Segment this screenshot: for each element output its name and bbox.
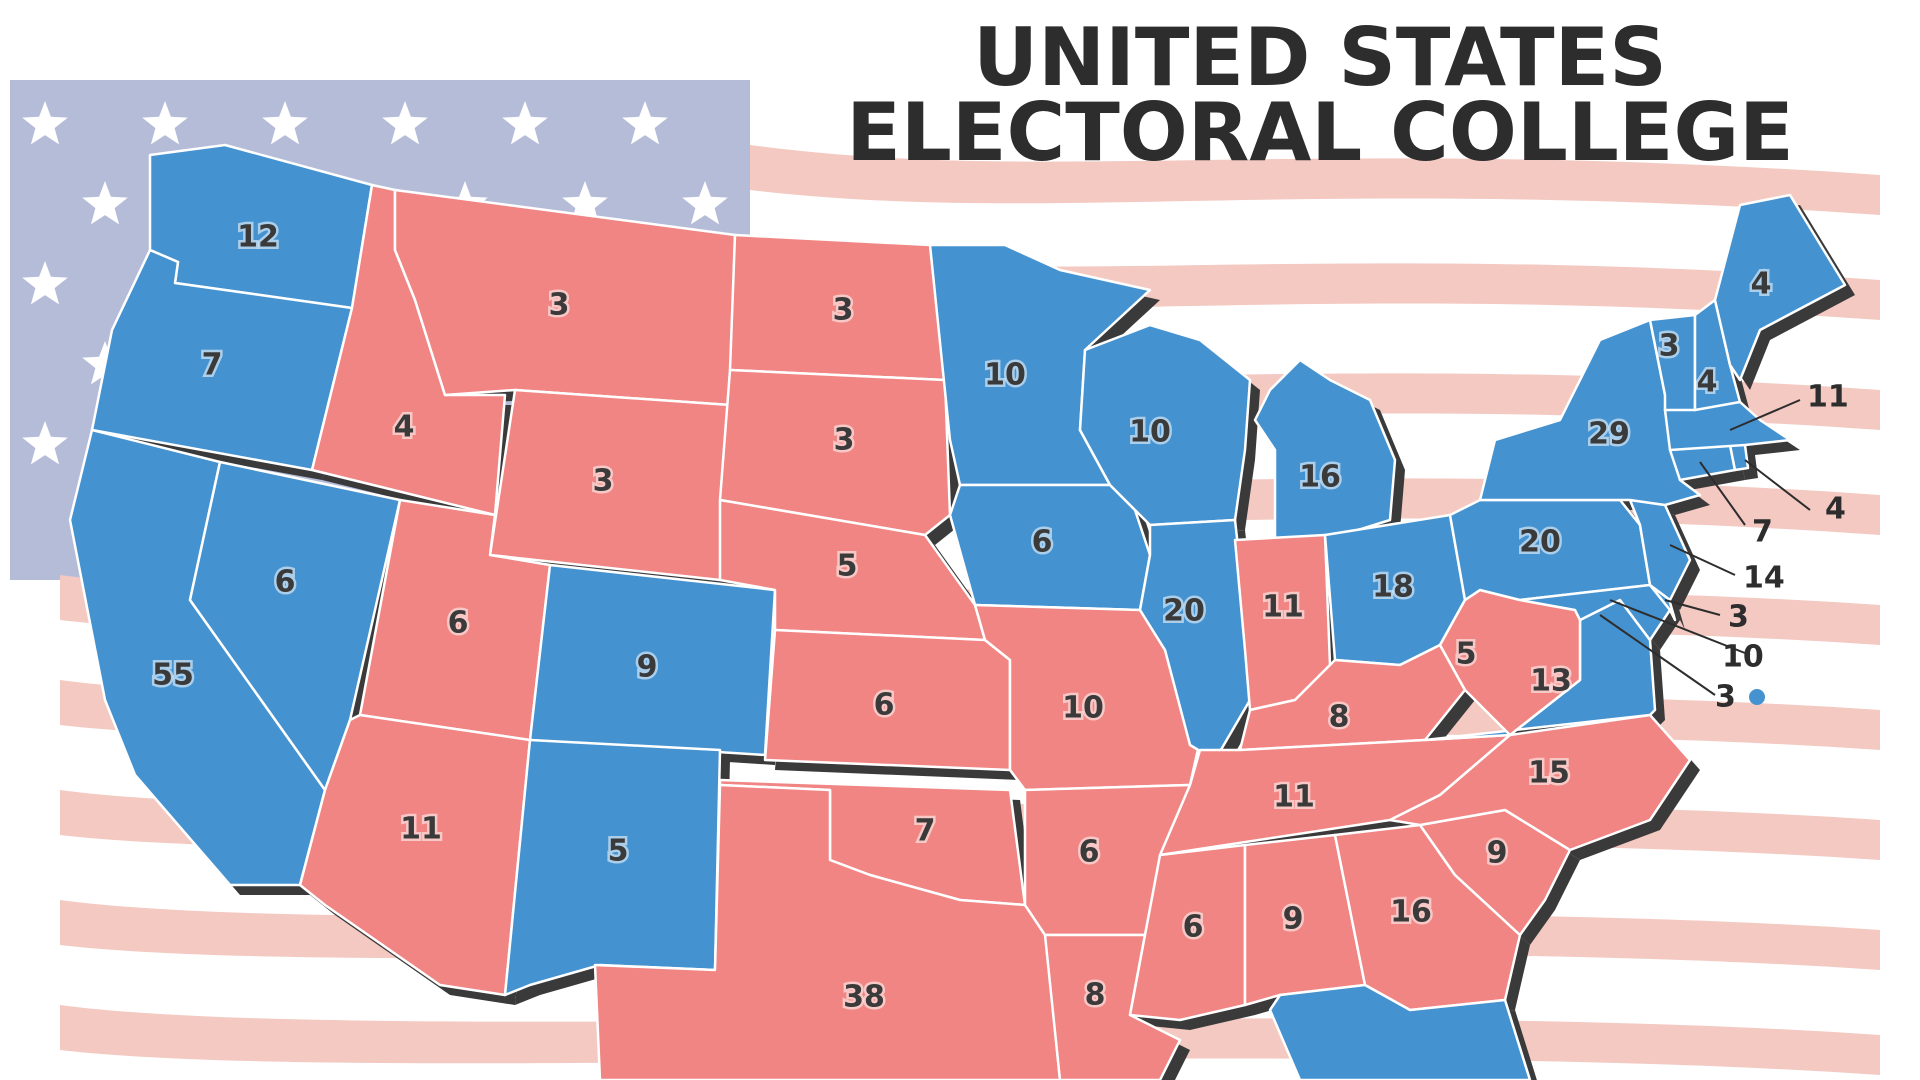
votes-label-VA: 13: [1530, 664, 1572, 699]
votes-label-SD: 3: [834, 423, 855, 458]
flag-star: [382, 101, 428, 145]
votes-label-KY: 8: [1329, 700, 1350, 735]
flag-star: [682, 181, 728, 225]
votes-label-ME: 4: [1751, 267, 1772, 302]
votes-label-MT: 3: [549, 288, 570, 323]
votes-label-TN: 11: [1273, 780, 1315, 815]
votes-label-CA: 55: [152, 658, 194, 693]
votes-label-PA: 20: [1519, 525, 1561, 560]
state-VT: [1648, 313, 1697, 412]
leader-line-MD: [1609, 599, 1751, 656]
callout-lines: [1599, 399, 1811, 696]
callout-label-MA: 11: [1807, 380, 1849, 415]
votes-label-OH: 18: [1372, 570, 1414, 605]
votes-label-WY: 3: [593, 464, 614, 499]
votes-label-WV: 5: [1456, 637, 1477, 672]
votes-label-AZ: 11: [400, 812, 442, 847]
flag-star: [22, 261, 68, 305]
votes-label-NE: 5: [837, 549, 858, 584]
votes-label-VT: 3: [1659, 329, 1680, 364]
leader-line-DE: [1664, 599, 1721, 616]
states-layer: [68, 143, 1847, 1080]
votes-label-IN: 11: [1262, 590, 1304, 625]
flag-star: [82, 181, 128, 225]
votes-label-OK: 7: [915, 814, 936, 849]
votes-label-ID: 4: [394, 410, 415, 445]
callout-label-DC: 3: [1715, 680, 1736, 715]
votes-label-NC: 15: [1528, 756, 1570, 791]
leader-line-NJ: [1669, 544, 1736, 576]
callout-label-CT: 7: [1752, 515, 1773, 550]
flag-star: [502, 101, 548, 145]
leader-line-DC: [1599, 614, 1716, 696]
votes-label-IA: 6: [1032, 525, 1053, 560]
votes-label-AL: 9: [1283, 902, 1304, 937]
state-NH: [1693, 298, 1742, 412]
votes-label-NY: 29: [1588, 417, 1630, 452]
votes-label-MO: 10: [1062, 691, 1104, 726]
state-SD: [718, 368, 952, 537]
votes-label-TX: 38: [843, 980, 885, 1015]
votes-label-LA: 8: [1085, 978, 1106, 1013]
votes-label-NH: 4: [1697, 365, 1718, 400]
callout-label-NJ: 14: [1743, 561, 1785, 596]
votes-label-CO: 9: [637, 650, 658, 685]
votes-label-GA: 16: [1390, 895, 1432, 930]
flag-star: [562, 181, 608, 225]
flag-star: [142, 101, 188, 145]
votes-label-SC: 9: [1487, 836, 1508, 871]
votes-label-OR: 7: [202, 348, 223, 383]
votes-label-KS: 6: [874, 688, 895, 723]
state-vote-labels: 12 7 55 6 4 3 3 6 11 9 5 3 3 5 6 7 38 10…: [150, 217, 1774, 1017]
leader-line-CT: [1699, 461, 1746, 526]
title-line-2: ELECTORAL COLLEGE: [846, 86, 1794, 179]
leader-line-RI: [1744, 459, 1811, 511]
flag-star: [622, 101, 668, 145]
flag-star: [262, 101, 308, 145]
flag-star: [22, 421, 68, 465]
callout-label-DE: 3: [1728, 600, 1749, 635]
votes-label-MN: 10: [984, 358, 1026, 393]
votes-label-NM: 5: [608, 834, 629, 869]
state-WI: [1078, 323, 1252, 527]
votes-label-ND: 3: [833, 293, 854, 328]
flag-star: [22, 101, 68, 145]
state-FL: [1268, 983, 1532, 1080]
callout-labels: 11 4 7 14 3 10 3: [1715, 380, 1849, 715]
callout-label-RI: 4: [1825, 492, 1846, 527]
callout-label-MD: 10: [1722, 640, 1764, 675]
votes-label-IL: 20: [1163, 594, 1205, 629]
votes-label-UT: 6: [448, 606, 469, 641]
votes-label-WA: 12: [237, 220, 279, 255]
dc-dot: [1749, 689, 1765, 705]
votes-label-MI: 16: [1299, 460, 1341, 495]
state-ME: [1713, 193, 1847, 382]
votes-label-NV: 6: [275, 565, 296, 600]
votes-label-MS: 6: [1183, 910, 1204, 945]
leader-line-MA: [1729, 399, 1801, 431]
votes-label-AR: 6: [1079, 835, 1100, 870]
state-NC: [1388, 713, 1692, 852]
title-line-1: UNITED STATES: [973, 11, 1667, 104]
votes-label-WI: 10: [1129, 415, 1171, 450]
flag-stripe: [750, 145, 1880, 215]
